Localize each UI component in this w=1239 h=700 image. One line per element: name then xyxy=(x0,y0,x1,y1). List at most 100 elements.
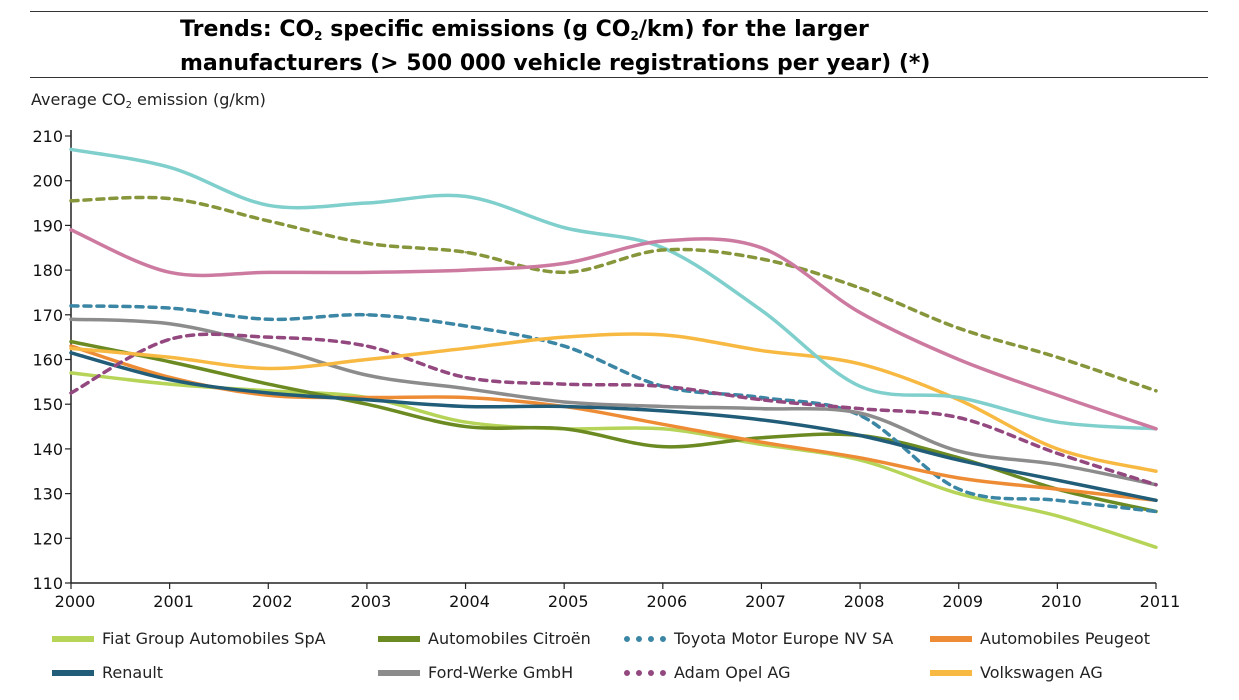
data-point xyxy=(1056,478,1059,482)
y-tick-label: 140 xyxy=(32,440,63,459)
data-point xyxy=(957,487,960,491)
data-point xyxy=(957,492,960,495)
data-point xyxy=(957,327,960,330)
x-tick-label: 2001 xyxy=(153,592,194,611)
data-point xyxy=(1056,452,1059,455)
series-line-fiat-group-automobiles-spa xyxy=(69,371,1158,549)
data-point xyxy=(858,286,862,290)
data-point xyxy=(1154,510,1158,513)
data-point xyxy=(957,358,960,361)
data-point xyxy=(464,268,467,272)
data-point xyxy=(858,311,862,314)
data-point xyxy=(760,418,763,422)
series-line-volkswagen-ag xyxy=(69,332,1158,473)
data-point xyxy=(365,313,369,316)
data-point xyxy=(267,204,270,207)
data-point xyxy=(464,425,467,428)
data-point xyxy=(1154,499,1158,502)
data-point xyxy=(1056,420,1059,424)
data-point xyxy=(267,382,270,386)
data-point xyxy=(1056,356,1059,359)
data-point xyxy=(267,335,270,339)
data-point xyxy=(562,335,566,339)
data-point xyxy=(858,385,862,388)
data-point xyxy=(267,318,270,321)
data-point xyxy=(69,347,73,350)
data-point xyxy=(1056,487,1059,491)
data-point xyxy=(365,398,369,401)
data-point xyxy=(168,378,171,381)
data-point xyxy=(562,382,566,386)
data-point xyxy=(267,271,270,274)
data-point xyxy=(168,166,171,169)
data-point xyxy=(760,440,763,444)
data-point xyxy=(760,257,763,261)
data-point xyxy=(562,344,566,348)
data-point xyxy=(661,248,665,252)
x-tick-label: 2004 xyxy=(449,592,490,611)
y-tick-label: 200 xyxy=(32,172,63,191)
data-point xyxy=(1056,463,1059,466)
data-point xyxy=(661,409,665,413)
data-point xyxy=(661,239,665,243)
data-point xyxy=(69,391,73,395)
data-point xyxy=(562,400,566,404)
x-tick-label: 2007 xyxy=(745,592,786,611)
data-point xyxy=(464,405,467,408)
data-point xyxy=(760,246,763,249)
y-tick-label: 160 xyxy=(32,351,63,370)
data-point xyxy=(267,219,270,223)
data-point xyxy=(1056,394,1059,397)
data-point xyxy=(69,318,73,321)
data-point xyxy=(464,251,467,254)
data-point xyxy=(69,199,73,203)
data-point xyxy=(661,427,665,430)
data-point xyxy=(168,338,171,341)
data-point xyxy=(661,445,665,448)
x-tick-label: 2009 xyxy=(942,592,983,611)
data-point xyxy=(464,376,467,379)
data-point xyxy=(69,351,73,354)
data-point xyxy=(858,362,862,366)
chart-title: Trends: CO2 specific emissions (g CO2/km… xyxy=(180,17,931,76)
series-line-automobiles-peugeot xyxy=(69,344,1158,503)
data-point xyxy=(168,382,171,386)
y-tick-label: 210 xyxy=(32,127,63,146)
y-tick-label: 170 xyxy=(32,306,63,325)
data-point xyxy=(464,396,467,399)
data-point xyxy=(957,458,960,462)
data-point xyxy=(365,271,369,274)
data-point xyxy=(168,356,171,359)
data-point xyxy=(365,201,369,205)
data-point xyxy=(562,271,566,274)
data-point xyxy=(957,476,960,480)
y-axis-label: Average CO2 emission (g/km) xyxy=(31,90,266,111)
data-point xyxy=(760,398,763,401)
data-point xyxy=(661,405,665,408)
data-point xyxy=(267,367,270,370)
data-point xyxy=(1056,447,1059,451)
x-tick-label: 2006 xyxy=(646,592,687,611)
data-point xyxy=(760,396,763,399)
series-line-series-10 xyxy=(69,195,1158,393)
data-point xyxy=(562,226,566,229)
data-point xyxy=(168,322,171,325)
y-tick-label: 180 xyxy=(32,261,63,280)
data-point xyxy=(267,344,270,348)
axes: 110 120 130 140 150 160 170 180 190 200 210 2000 200… xyxy=(32,127,1180,611)
top-rule xyxy=(30,11,1208,12)
data-point xyxy=(464,195,467,198)
y-tick-label: 190 xyxy=(32,216,63,235)
data-point xyxy=(760,436,763,439)
data-point xyxy=(858,407,862,410)
bottom-rule xyxy=(30,77,1208,78)
data-point xyxy=(562,427,566,430)
series-lines xyxy=(69,147,1158,549)
data-point xyxy=(168,197,171,200)
data-point xyxy=(957,416,960,419)
data-point xyxy=(661,423,665,426)
data-point xyxy=(69,228,73,232)
data-point xyxy=(365,344,369,348)
data-point xyxy=(69,148,73,151)
